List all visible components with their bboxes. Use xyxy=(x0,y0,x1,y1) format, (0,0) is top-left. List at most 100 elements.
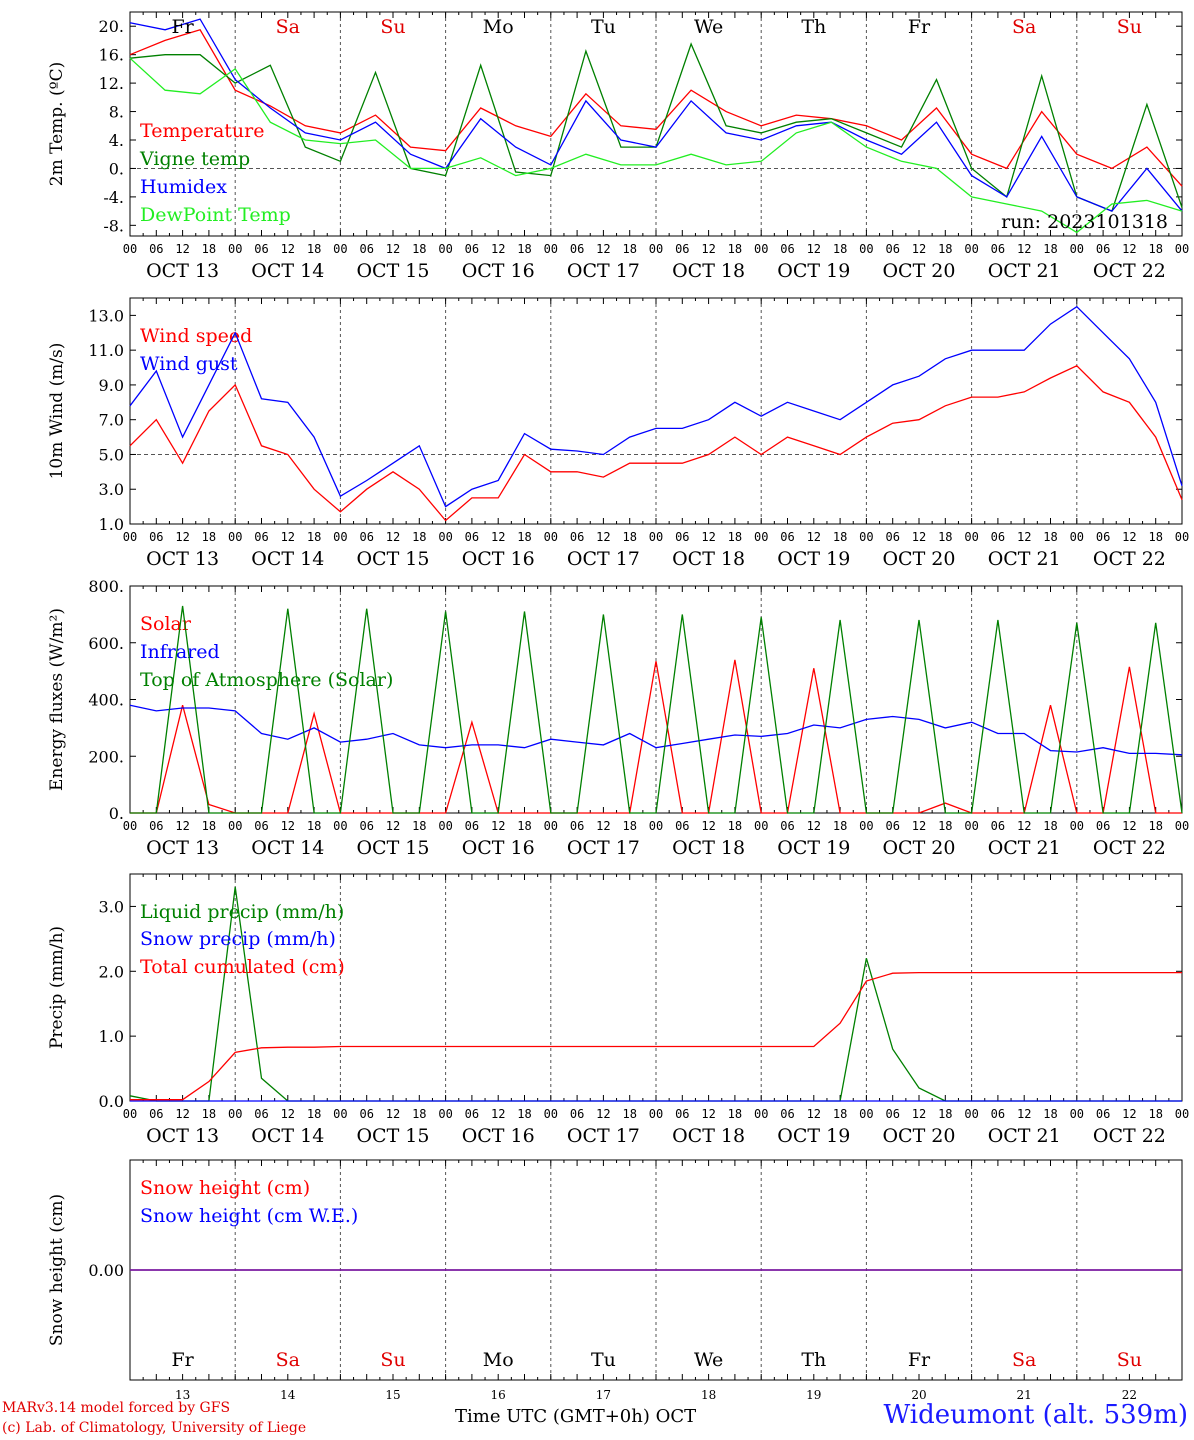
y-tick-label: 4. xyxy=(109,131,124,150)
x-date-label: OCT 21 xyxy=(988,548,1061,570)
x-hour-label: 12 xyxy=(1122,242,1136,256)
x-hour-label: 06 xyxy=(780,819,794,833)
x-hour-label: 12 xyxy=(386,1107,400,1121)
x-hour-label: 18 xyxy=(728,530,742,544)
x-hour-label: 06 xyxy=(675,819,689,833)
x-date-label: OCT 20 xyxy=(882,1125,955,1147)
x-date-label: OCT 15 xyxy=(356,548,429,570)
x-hour-label: 00 xyxy=(649,530,663,544)
x-hour-label: 00 xyxy=(228,530,242,544)
y-axis-label: Energy fluxes (W/m²) xyxy=(47,608,67,791)
y-tick-label: 0.00 xyxy=(88,1261,124,1280)
x-hour-label: 12 xyxy=(596,242,610,256)
x-hour-label: 18 xyxy=(202,819,216,833)
x-date-label: OCT 16 xyxy=(462,1125,535,1147)
x-hour-label: 00 xyxy=(964,530,978,544)
x-hour-label: 06 xyxy=(991,530,1005,544)
bottom-day-number: 18 xyxy=(701,1388,716,1400)
x-hour-label: 12 xyxy=(1017,530,1031,544)
x-hour-label: 18 xyxy=(307,1107,321,1121)
x-hour-label: 00 xyxy=(859,530,873,544)
x-date-label: OCT 20 xyxy=(882,837,955,859)
weekday-label-bottom: Su xyxy=(380,1349,405,1371)
meteogram-chart: -8. -4. 0. 4. 8. 12. 16. 20. 2m Temp. (ºC) Temper… xyxy=(47,11,1189,1400)
bottom-day-number: 17 xyxy=(596,1388,611,1400)
x-hour-label: 06 xyxy=(885,1107,899,1121)
weekday-label-bottom: Fr xyxy=(171,1349,194,1371)
x-hour-label: 18 xyxy=(622,530,636,544)
x-hour-label: 18 xyxy=(728,1107,742,1121)
x-hour-label: 12 xyxy=(701,819,715,833)
weekday-label-top: Su xyxy=(380,16,405,38)
x-date-label: OCT 19 xyxy=(777,1125,850,1147)
x-hour-label: 18 xyxy=(1148,819,1162,833)
x-hour-label: 18 xyxy=(1043,819,1057,833)
x-hour-label: 00 xyxy=(333,530,347,544)
x-hour-label: 18 xyxy=(833,1107,847,1121)
x-hour-label: 00 xyxy=(859,1107,873,1121)
x-hour-label: 18 xyxy=(1148,530,1162,544)
x-hour-label: 12 xyxy=(1017,242,1031,256)
y-tick-label: 3.0 xyxy=(99,480,124,499)
legend-entry: Wind gust xyxy=(140,353,238,375)
x-date-label: OCT 16 xyxy=(462,837,535,859)
x-date-label: OCT 15 xyxy=(356,260,429,282)
x-hour-label: 12 xyxy=(596,819,610,833)
x-hour-label: 18 xyxy=(1043,530,1057,544)
bottom-day-number: 22 xyxy=(1122,1388,1137,1400)
x-hour-label: 06 xyxy=(465,819,479,833)
series-line-wind-1 xyxy=(129,305,1183,508)
x-hour-label: 06 xyxy=(149,819,163,833)
x-axis-title: Time UTC (GMT+0h) OCT xyxy=(455,1406,697,1427)
x-hour-label: 12 xyxy=(175,242,189,256)
x-hour-label: 18 xyxy=(938,1107,952,1121)
x-hour-label: 18 xyxy=(1148,242,1162,256)
x-date-label: OCT 13 xyxy=(146,548,219,570)
plot-frame xyxy=(129,11,1183,237)
x-hour-label: 18 xyxy=(202,1107,216,1121)
bottom-day-number: 14 xyxy=(280,1388,296,1400)
x-date-label: OCT 16 xyxy=(462,260,535,282)
x-date-label: OCT 18 xyxy=(672,260,745,282)
y-tick-label: 5.0 xyxy=(99,445,124,464)
weekday-label-bottom: Fr xyxy=(908,1349,931,1371)
x-hour-label: 00 xyxy=(228,242,242,256)
x-date-label: OCT 15 xyxy=(356,837,429,859)
x-hour-label: 18 xyxy=(1148,1107,1162,1121)
x-date-label: OCT 21 xyxy=(988,837,1061,859)
series-line-energy-1 xyxy=(129,704,1183,756)
x-hour-label: 00 xyxy=(333,242,347,256)
x-hour-label: 06 xyxy=(1096,242,1110,256)
y-tick-label: 16. xyxy=(99,46,124,65)
legend-entry: Temperature xyxy=(140,120,264,142)
legend-entry: Snow precip (mm/h) xyxy=(140,928,336,950)
x-hour-label: 00 xyxy=(649,1107,663,1121)
bottom-day-number: 19 xyxy=(806,1388,821,1400)
x-hour-label: 18 xyxy=(833,819,847,833)
x-hour-label: 18 xyxy=(412,819,426,833)
x-hour-label: 00 xyxy=(649,819,663,833)
y-tick-label: 0.0 xyxy=(99,1092,124,1111)
x-hour-label: 06 xyxy=(359,530,373,544)
x-hour-label: 00 xyxy=(544,1107,558,1121)
x-hour-label: 12 xyxy=(175,1107,189,1121)
weekday-label-top: Sa xyxy=(276,16,300,38)
x-hour-label: 12 xyxy=(281,242,295,256)
x-hour-label: 18 xyxy=(412,242,426,256)
x-hour-label: 18 xyxy=(307,242,321,256)
x-hour-label: 06 xyxy=(780,242,794,256)
series-line-energy-2 xyxy=(130,605,1183,814)
x-hour-label: 06 xyxy=(1096,1107,1110,1121)
x-date-label: OCT 22 xyxy=(1093,837,1166,859)
x-hour-label: 12 xyxy=(1122,1107,1136,1121)
x-hour-label: 06 xyxy=(465,242,479,256)
y-tick-label: 7.0 xyxy=(99,411,124,430)
x-date-label: OCT 19 xyxy=(777,837,850,859)
x-hour-label: 00 xyxy=(754,819,768,833)
y-axis-label: 2m Temp. (ºC) xyxy=(47,62,67,187)
x-hour-label: 12 xyxy=(1122,819,1136,833)
y-tick-label: 9.0 xyxy=(99,376,124,395)
x-hour-label: 06 xyxy=(675,242,689,256)
x-hour-label: 00 xyxy=(123,530,137,544)
x-hour-label: 06 xyxy=(991,1107,1005,1121)
